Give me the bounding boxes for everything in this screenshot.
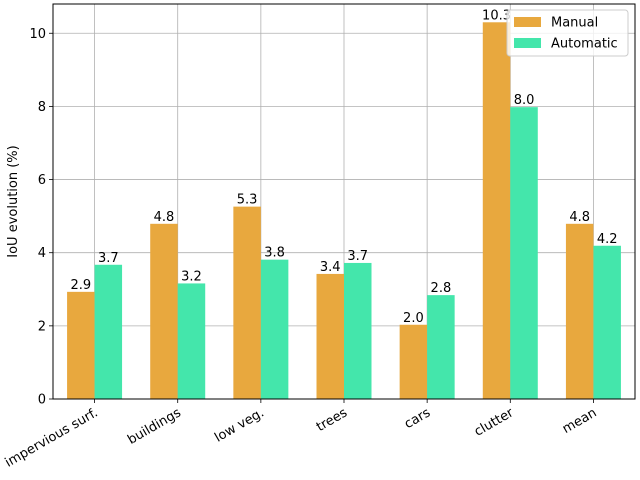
x-tick-label: trees (314, 405, 350, 435)
bar-automatic (260, 259, 289, 399)
bar-manual (482, 22, 511, 399)
data-label: 3.7 (347, 249, 368, 264)
bar-manual (233, 206, 261, 399)
y-tick-label: 4 (38, 246, 46, 261)
data-label: 3.8 (264, 246, 285, 261)
data-label: 4.2 (597, 232, 618, 247)
data-label: 5.3 (237, 193, 258, 208)
y-tick-label: 10 (29, 27, 46, 42)
x-axis-ticks: impervious surf. buildings low veg. trees ca… (3, 399, 599, 471)
legend-label-manual: Manual (551, 16, 598, 31)
y-axis-ticks: 0 2 4 6 8 10 (29, 27, 53, 408)
data-label: 4.8 (569, 210, 590, 225)
x-tick-label: buildings (125, 405, 184, 448)
bar-automatic (94, 264, 123, 399)
data-label: 3.4 (320, 260, 341, 275)
y-tick-label: 6 (38, 173, 46, 188)
bar-manual (399, 324, 428, 399)
x-tick-label: cars (402, 405, 433, 432)
bar-automatic (427, 295, 455, 399)
legend-swatch-manual (514, 17, 541, 27)
data-label: 2.8 (431, 281, 452, 296)
x-tick-label: impervious surf. (3, 405, 101, 470)
data-label: 3.2 (181, 269, 202, 284)
y-tick-label: 2 (38, 319, 46, 334)
x-tick-label: clutter (472, 405, 517, 440)
bar-automatic (593, 245, 621, 399)
data-label: 2.9 (70, 278, 91, 293)
data-label: 10.3 (482, 8, 511, 23)
bar-automatic (177, 283, 206, 399)
data-label: 4.8 (154, 210, 175, 225)
data-labels: 2.9 3.7 4.8 3.2 5.3 3.8 3.4 3.7 2.0 2.8 10.3 8.0 4.8… (70, 8, 617, 325)
bar-automatic (510, 107, 538, 399)
x-tick-label: mean (560, 405, 599, 436)
bar-manual (67, 291, 95, 399)
bar-automatic (344, 262, 372, 399)
data-label: 3.7 (98, 251, 119, 266)
bars (67, 22, 621, 399)
legend-swatch-automatic (514, 38, 541, 48)
data-label: 8.0 (514, 93, 535, 108)
bar-manual (150, 223, 178, 399)
y-axis-label: IoU evolution (%) (6, 145, 21, 257)
legend: Manual Automatic (506, 9, 629, 57)
y-tick-label: 0 (38, 393, 46, 408)
legend-label-automatic: Automatic (551, 37, 618, 52)
y-tick-label: 8 (38, 100, 46, 115)
bar-manual (565, 223, 594, 399)
x-tick-label: low veg. (212, 405, 267, 445)
bar-manual (316, 273, 344, 399)
data-label: 2.0 (403, 311, 424, 326)
